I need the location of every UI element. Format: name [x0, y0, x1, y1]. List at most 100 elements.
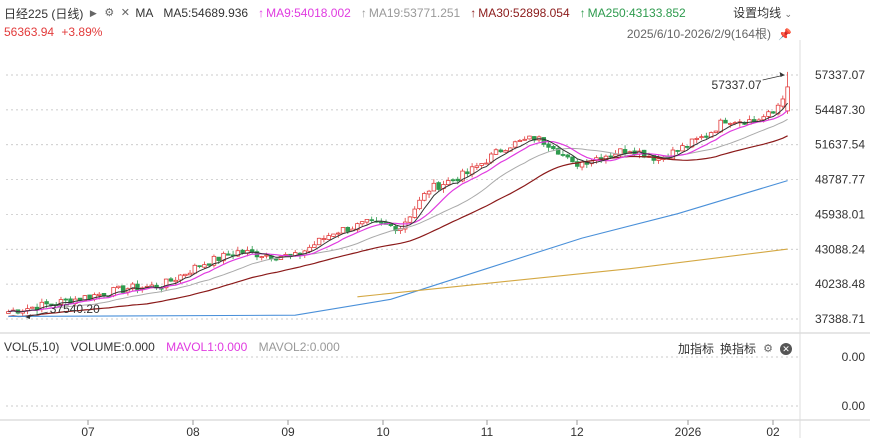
candle-body [226, 253, 231, 256]
ma-settings-button[interactable]: 设置均线 ⌄ [733, 4, 792, 21]
date-range-label: 2025/6/10-2026/2/9(164根) [626, 27, 771, 41]
candle-body [130, 283, 135, 290]
candle-body [135, 283, 140, 291]
candle-body [307, 246, 312, 252]
y-tick-label: 43088.24 [815, 242, 865, 256]
candle-body [49, 303, 54, 306]
candle-body [704, 135, 709, 138]
candle-body [422, 193, 427, 201]
candle-body [675, 150, 680, 152]
candle-body [622, 149, 628, 154]
low-label: 37540.20 [50, 302, 100, 316]
candle-body [771, 111, 776, 114]
candle-body [249, 249, 255, 253]
volume-axis-label: 0.00 [842, 350, 866, 364]
candle-body [460, 170, 465, 182]
candle-body [407, 216, 413, 223]
x-tick-label: 02 [766, 425, 780, 438]
switch-indicator-button[interactable]: 换指标 [719, 342, 756, 356]
candle-body [187, 272, 193, 276]
y-tick-label: 37388.71 [815, 312, 865, 326]
candle-body [484, 162, 489, 165]
x-tick-label: 2026 [675, 425, 702, 438]
high-arrow-icon [779, 72, 785, 77]
volume-axis-label: 0.00 [842, 399, 866, 413]
x-tick-label: 07 [81, 425, 95, 438]
candle-body [728, 122, 733, 125]
candle-body [393, 226, 398, 232]
candle-body [546, 143, 551, 148]
candle-body [288, 253, 293, 256]
mavol1-value: MAVOL1:0.000 [166, 340, 248, 354]
ma-legend: 日经225 (日线) ▶ ⚙ ✕ MA MA5:54689.936 ↑ MA9:… [4, 4, 690, 22]
candle-body [168, 278, 174, 282]
ma30-arrow-icon: ↑ [470, 6, 477, 20]
pin-icon[interactable]: 📌 [778, 29, 792, 41]
date-range: 2025/6/10-2026/2/9(164根) 📌 [627, 25, 792, 42]
candle-body [426, 190, 432, 195]
candle-body [555, 148, 561, 155]
candle-body [527, 135, 532, 140]
candle-body [493, 149, 499, 155]
candle-body [517, 140, 523, 142]
candle-body [192, 264, 198, 274]
candle-body [570, 156, 575, 163]
add-indicator-button[interactable]: 加指标 [677, 342, 714, 356]
candle-body [723, 119, 728, 124]
candle-body [264, 254, 269, 257]
candle-body [751, 119, 757, 122]
candle-body [412, 208, 417, 218]
x-tick-label: 12 [570, 425, 584, 438]
ma19-value: MA19:53771.251 [368, 6, 461, 20]
candle-body [503, 150, 508, 153]
close-icon[interactable]: ✕ [780, 342, 792, 355]
ma30-line [8, 135, 788, 318]
candle-body [340, 227, 346, 234]
candle-body [336, 232, 341, 235]
candle-body [761, 116, 766, 121]
chevron-down-icon: ⌄ [784, 9, 792, 19]
candle-body [379, 221, 384, 224]
candle-body [775, 104, 781, 115]
price-change: +3.89% [61, 25, 103, 39]
gear-icon[interactable]: ⚙ [763, 342, 773, 355]
vol-title[interactable]: VOL(5,10) [4, 340, 60, 354]
instrument-label[interactable]: 日经225 (日线) [4, 6, 84, 21]
ma-label: MA [135, 6, 154, 20]
x-tick-label: 10 [376, 425, 390, 438]
candle-body [359, 221, 365, 225]
candle-body [163, 278, 169, 289]
candle-body [699, 136, 704, 139]
candle-body [436, 182, 441, 190]
candle-body [479, 163, 484, 166]
candle-body [766, 111, 771, 117]
close-icon[interactable]: ✕ [120, 7, 130, 19]
candle-body [331, 233, 336, 237]
candle-body [522, 138, 527, 141]
candle-body [656, 158, 661, 161]
candle-body [97, 293, 102, 296]
candle-body [780, 98, 786, 107]
candle-body [321, 238, 327, 240]
candle-body [560, 154, 566, 156]
y-tick-label: 51637.54 [815, 138, 865, 152]
candle-body [364, 219, 370, 223]
candle-body [785, 86, 790, 112]
play-icon[interactable]: ▶ [89, 8, 97, 18]
ma30-value: MA30:52898.054 [478, 6, 570, 20]
candle-body [532, 136, 537, 141]
y-tick-label: 48787.77 [815, 173, 865, 187]
candle-body [202, 264, 207, 268]
gear-icon[interactable]: ⚙ [104, 7, 115, 19]
ma9-arrow-icon: ↑ [258, 6, 265, 20]
candle-body [369, 219, 374, 222]
candle-body [713, 130, 719, 133]
candle-body [445, 180, 451, 186]
candle-body [565, 154, 570, 158]
candle-body [44, 301, 49, 305]
candle-body [235, 250, 241, 257]
candle-body [417, 199, 422, 210]
candle-body [326, 235, 331, 240]
candle-body [216, 256, 221, 261]
y-tick-label: 54487.30 [815, 103, 865, 117]
